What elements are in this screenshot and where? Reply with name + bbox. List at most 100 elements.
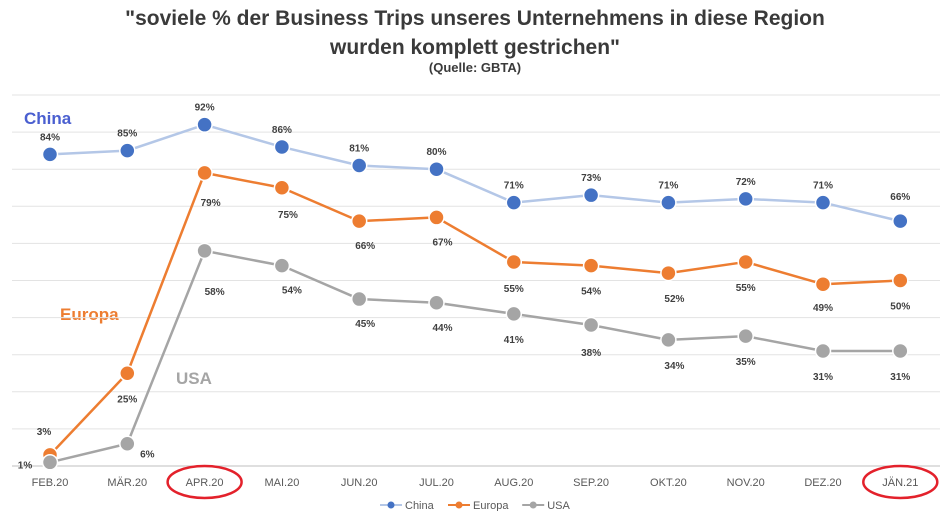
data-label: 54%: [282, 286, 302, 297]
data-label: 45%: [355, 319, 375, 330]
data-point: [814, 342, 832, 360]
data-point: [428, 294, 445, 312]
data-point: [582, 186, 600, 204]
legend-marker: [387, 501, 395, 509]
x-tick-label: MAI.20: [264, 477, 299, 489]
data-label: 35%: [736, 357, 756, 368]
data-point: [273, 138, 291, 156]
series-line: [49, 249, 901, 464]
data-label: 50%: [890, 302, 910, 313]
data-label: 31%: [813, 372, 833, 383]
data-point: [119, 435, 136, 452]
data-point: [196, 116, 213, 133]
legend-marker: [529, 501, 537, 509]
data-label: 31%: [890, 372, 910, 383]
legend-label: Europa: [473, 500, 509, 511]
data-label: 71%: [504, 181, 524, 192]
data-label: 80%: [426, 147, 446, 158]
data-point: [660, 194, 677, 211]
legend-label: USA: [547, 500, 570, 511]
data-point: [582, 316, 600, 334]
data-label: 34%: [664, 361, 684, 372]
data-point: [814, 194, 832, 211]
title-line-1: "soviele % der Business Trips unseres Un…: [125, 7, 825, 30]
data-point: [119, 365, 136, 382]
data-label: 81%: [349, 143, 369, 154]
data-label: 67%: [432, 237, 452, 248]
data-label: 75%: [278, 210, 298, 221]
data-label: 71%: [658, 181, 678, 192]
data-label: 38%: [581, 348, 601, 359]
series-europa: 3% 25% 79% 75% 66% 67% 55% 54% 52% 55% 49% 50%: [37, 164, 910, 464]
data-point: [505, 305, 523, 323]
data-label: 92%: [195, 103, 215, 114]
legend-marker: [455, 501, 463, 509]
data-label: 25%: [117, 394, 137, 405]
data-label: 44%: [432, 323, 452, 334]
data-point: [273, 179, 291, 196]
x-tick-label: NOV.20: [727, 477, 765, 489]
data-point: [737, 190, 754, 208]
legend: China Europa USA: [380, 500, 570, 511]
data-point: [350, 212, 368, 230]
data-label: 55%: [736, 283, 756, 294]
legend-label: China: [405, 500, 435, 511]
series-tag-china: China: [24, 109, 72, 128]
source-note: (Quelle: GBTA): [428, 60, 522, 75]
data-point: [892, 212, 909, 230]
data-point: [41, 454, 59, 471]
data-label: 41%: [504, 335, 524, 346]
data-label: 54%: [581, 287, 601, 298]
series-line: [49, 171, 901, 456]
x-tick-label: APR.20: [186, 477, 224, 489]
data-label: 55%: [504, 284, 524, 295]
data-point: [737, 253, 754, 271]
data-point: [350, 290, 368, 308]
data-label: 79%: [201, 198, 221, 209]
data-label: 6%: [140, 450, 155, 461]
data-point: [428, 209, 445, 226]
data-point: [119, 142, 136, 159]
series-line: [49, 123, 901, 223]
data-point: [273, 257, 291, 274]
data-point: [814, 275, 832, 293]
x-tick-label: JÄN.21: [882, 477, 918, 489]
series-china: 84% 85% 92% 86% 81% 80% 71% 73% 71% 72% 71% 66%: [40, 103, 910, 230]
x-axis-ticks: FEB.20 MÄR.20 APR.20 MAI.20 JUN.20 JUL.20 AUG.…: [32, 477, 919, 489]
highlight-ellipse: [166, 464, 243, 500]
data-point: [196, 164, 213, 182]
x-tick-label: MÄR.20: [107, 477, 147, 489]
legend-item: China: [380, 500, 435, 511]
highlight-ellipse: [862, 464, 939, 500]
data-point: [350, 157, 368, 174]
data-point: [737, 327, 754, 345]
data-point: [505, 194, 523, 211]
data-label: 85%: [117, 129, 137, 140]
data-point: [892, 272, 909, 289]
data-label: 58%: [205, 287, 225, 298]
x-tick-label: AUG.20: [494, 477, 533, 489]
title-line-2: wurden komplett gestrichen": [329, 36, 620, 59]
data-point: [892, 342, 909, 360]
data-point: [582, 257, 600, 274]
data-label: 71%: [813, 181, 833, 192]
series-tag-europa: Europa: [60, 305, 119, 324]
data-label: 1%: [18, 460, 33, 471]
data-label: 72%: [736, 177, 756, 188]
legend-item: USA: [522, 500, 570, 511]
gridlines: [12, 94, 940, 467]
series-usa: 1% 6% 58% 54% 45% 44% 41% 38% 34% 35% 31% 31%: [18, 242, 910, 471]
data-point: [505, 253, 523, 271]
data-point: [428, 160, 445, 178]
data-point: [660, 264, 677, 282]
data-point: [41, 146, 59, 163]
data-point: [660, 331, 677, 349]
data-label: 66%: [355, 241, 375, 252]
data-label: 84%: [40, 132, 60, 143]
series-tag-usa: USA: [176, 369, 212, 388]
data-label: 49%: [813, 303, 833, 314]
data-label: 86%: [272, 125, 292, 136]
data-label: 3%: [37, 427, 52, 438]
data-label: 66%: [890, 192, 910, 203]
data-point: [196, 242, 213, 260]
